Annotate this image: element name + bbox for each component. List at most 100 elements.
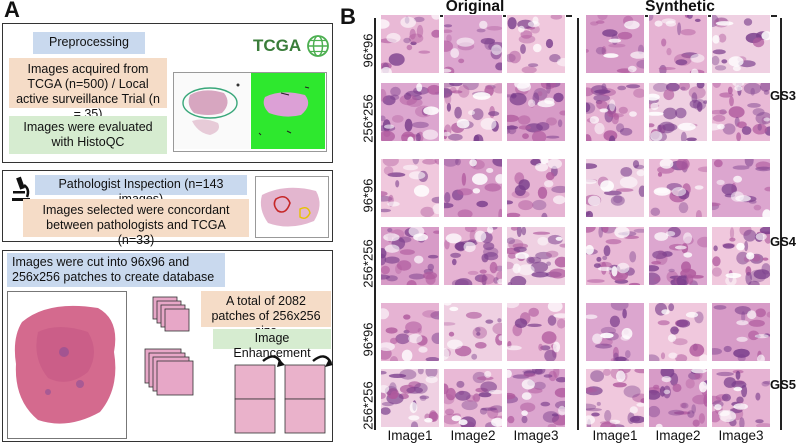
histology-tile: [436, 154, 510, 222]
tile-texture: [579, 222, 649, 287]
patching-box: Images were cut into 96x96 and 256x256 p…: [2, 250, 333, 442]
histology-tile: [580, 158, 647, 220]
tcga-logo-text: TCGA: [253, 36, 302, 55]
histology-tile: [711, 224, 775, 289]
tile-texture: [500, 365, 572, 430]
col-label-original-3: Image3: [513, 428, 559, 443]
tile-texture: [436, 154, 510, 222]
histology-tile: [641, 81, 708, 144]
histology-tile: [643, 302, 709, 365]
row-label-gs5-96: 96*96: [360, 322, 376, 357]
row-label-gs4-256: 256*256: [360, 239, 376, 288]
tile-texture: [375, 11, 442, 78]
tile-texture: [705, 14, 773, 72]
histoqc-mask-image: [251, 73, 325, 149]
synthetic-right-rule: [780, 18, 782, 430]
panel-b-letter: B: [340, 4, 356, 29]
col-label-synthetic-2: Image2: [655, 428, 701, 443]
tile-texture: [372, 225, 442, 290]
histology-tile: [502, 157, 570, 222]
tile-texture: [642, 226, 713, 290]
preprocessing-label: Preprocessing: [33, 32, 145, 54]
histology-tile: [502, 225, 570, 288]
histology-tile: [375, 365, 440, 431]
histology-tile: [579, 222, 649, 287]
histology-tile: [374, 153, 446, 218]
concordant-label: Images selected were concordant between …: [23, 199, 249, 247]
tile-texture: [650, 157, 714, 221]
histology-tile: [443, 224, 506, 290]
histology-tile: [372, 225, 442, 290]
tile-texture: [376, 308, 446, 366]
histology-tile: [440, 368, 510, 433]
tile-texture: [583, 9, 651, 73]
row-label-gs4-96: 96*96: [360, 178, 376, 213]
inspection-label: Pathologist Inspection (n=143 images): [35, 175, 247, 206]
col-label-original-2: Image2: [450, 428, 496, 443]
tile-texture: [378, 83, 442, 145]
col-label-synthetic-1: Image1: [592, 428, 638, 443]
synthetic-header: Synthetic: [645, 0, 715, 15]
panel-a-letter: A: [4, 0, 20, 22]
histology-tile: [503, 298, 570, 362]
histology-tile: [378, 82, 442, 145]
tile-texture: [711, 224, 775, 289]
tile-texture: [580, 83, 646, 147]
histology-tile: [436, 78, 507, 147]
histology-tile: [645, 366, 711, 430]
histology-tile: [584, 298, 645, 365]
enhanced-patches: [234, 355, 333, 434]
histology-tile: [578, 365, 651, 432]
tile-texture: [705, 369, 777, 430]
tile-texture: [646, 12, 705, 77]
tile-texture: [439, 300, 509, 360]
row-label-gs5-256: 256*256: [360, 381, 376, 430]
whole-slide-tissue: [14, 305, 116, 424]
tile-texture: [704, 154, 775, 221]
original-left-rule: [374, 18, 376, 430]
histology-tile: [583, 9, 651, 74]
histology-tile: [648, 157, 714, 221]
tile-texture: [703, 78, 775, 142]
col-label-synthetic-3: Image3: [718, 428, 764, 443]
tile-texture: [641, 81, 708, 144]
row-label-gs3-96: 96*96: [360, 33, 376, 68]
histology-tile: [646, 12, 708, 77]
patch-stacks: [144, 296, 194, 396]
whole-slide-image: [7, 291, 127, 439]
tile-texture: [707, 305, 774, 364]
divider-rule: [577, 18, 579, 430]
histology-tile: [375, 11, 442, 78]
histology-tile: [505, 13, 571, 74]
histology-tile: [642, 226, 713, 290]
wsi-thumbnail: [173, 72, 327, 152]
histology-tile: [703, 78, 775, 142]
tile-texture: [502, 157, 570, 222]
tile-texture: [643, 302, 709, 365]
tile-texture: [645, 366, 711, 430]
histology-tile: [500, 78, 569, 144]
col-label-original-1: Image1: [387, 428, 433, 443]
annotated-slide-image: [260, 187, 320, 227]
histology-tile: [439, 300, 509, 362]
tile-texture: [437, 20, 506, 77]
histology-tile: [580, 82, 646, 147]
wsi-slide-image: [174, 73, 250, 149]
tile-texture: [502, 225, 570, 288]
original-header: Original: [445, 0, 505, 15]
row-label-gs3-256: 256*256: [360, 94, 376, 143]
histology-tile: [704, 154, 775, 221]
tile-texture: [436, 78, 507, 147]
tile-texture: [374, 153, 446, 218]
acquired-label: Images acquired from TCGA (n=500) / Loca…: [9, 58, 167, 121]
gs3-label: GS3: [770, 88, 797, 103]
annotated-slide-thumbnail: [255, 176, 329, 238]
histology-tile: [705, 368, 777, 430]
histology-tile: [376, 302, 446, 366]
tile-texture: [503, 298, 570, 362]
histology-tile: [500, 365, 572, 430]
tile-texture: [580, 160, 647, 220]
histology-tile: [705, 14, 773, 74]
tile-texture: [444, 224, 506, 290]
preprocessing-box: Preprocessing TCGA Images acquired from …: [2, 23, 333, 163]
